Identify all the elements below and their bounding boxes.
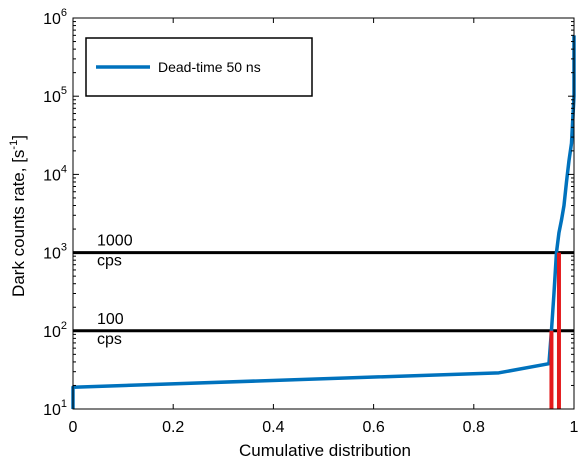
reference-unit-100: cps xyxy=(97,331,122,348)
x-tick-label: 0 xyxy=(69,419,78,436)
legend: Dead-time 50 ns xyxy=(85,37,313,97)
y-tick-label: 103 xyxy=(43,242,67,263)
x-tick-label: 1 xyxy=(570,419,579,436)
chart-marks: 1000 cps 100 cps xyxy=(71,35,576,409)
reference-unit-1000: cps xyxy=(97,253,122,270)
x-tick-label: 0.4 xyxy=(262,419,284,436)
y-axis-label-end: ] xyxy=(9,135,28,140)
legend-entry-label: Dead-time 50 ns xyxy=(158,59,261,75)
y-tick-label: 104 xyxy=(43,163,67,184)
y-tick-label: 101 xyxy=(43,398,67,419)
reference-label-100: 100 xyxy=(97,311,124,328)
y-tick-label: 105 xyxy=(43,85,67,106)
axes-box xyxy=(72,17,575,410)
reference-label-1000: 1000 xyxy=(97,233,133,250)
x-tick-label: 0.6 xyxy=(362,419,384,436)
y-axis-label: Dark counts rate, [s-1] xyxy=(8,135,28,297)
series-line-0 xyxy=(71,35,576,409)
x-tick-label: 0.8 xyxy=(463,419,485,436)
x-tick-label: 0.2 xyxy=(162,419,184,436)
axes xyxy=(72,17,575,410)
y-tick-label: 102 xyxy=(43,320,67,341)
x-axis-label: Cumulative distribution xyxy=(239,441,411,460)
y-axis-label-main: Dark counts rate, [s xyxy=(9,150,28,297)
y-axis-label-sup: -1 xyxy=(8,140,20,150)
y-tick-label: 106 xyxy=(43,7,67,28)
